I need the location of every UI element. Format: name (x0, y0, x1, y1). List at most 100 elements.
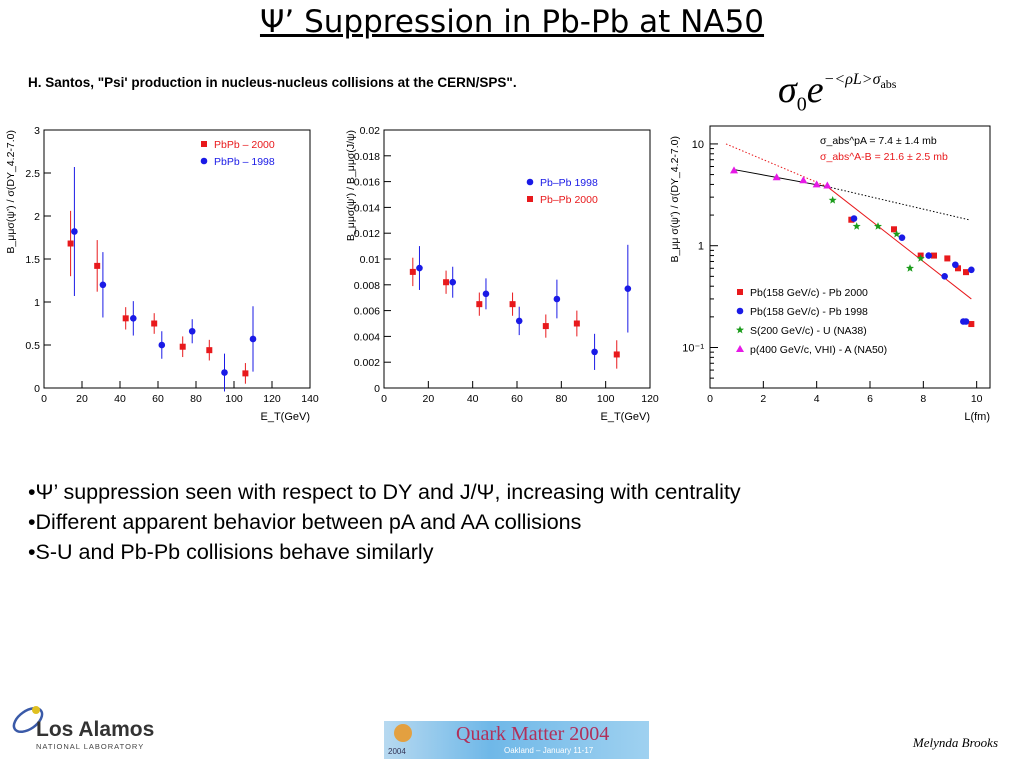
reference-text: H. Santos, "Psi' production in nucleus-n… (28, 75, 517, 90)
data-point (206, 347, 213, 354)
data-point (968, 266, 975, 274)
y-tick-label: 10 (692, 139, 704, 151)
data-point (799, 176, 808, 184)
x-tick-label: 10 (971, 393, 983, 405)
x-tick-label: 80 (555, 393, 567, 405)
data-point (515, 317, 523, 325)
data-point (898, 234, 906, 241)
data-point (476, 301, 483, 308)
x-axis-label: L(fm) (964, 411, 990, 423)
data-point (962, 318, 970, 325)
x-tick-label: 0 (41, 393, 47, 405)
data-point (737, 289, 743, 295)
x-tick-label: 60 (152, 393, 164, 405)
x-tick-label: 20 (76, 393, 88, 405)
y-tick-label: 1 (34, 297, 40, 309)
banner-sun-icon (394, 724, 412, 742)
formula-exponent: −<ρL>σ (823, 71, 881, 89)
data-point (812, 180, 821, 188)
legend-label: Pb(158 GeV/c) - Pb 2000 (750, 287, 868, 299)
data-point (416, 264, 423, 272)
quark-matter-banner: 2004 Quark Matter 2004 Oakland – January… (384, 721, 649, 759)
bullet-list: •Ψ’ suppression seen with respect to DY … (28, 477, 741, 567)
y-axis-label: B_μμσ(ψ’) / B_μμσ(J/ψ) (345, 130, 357, 241)
data-point (916, 254, 925, 262)
data-point (906, 264, 914, 272)
los-alamos-emblem-icon (12, 706, 44, 734)
data-point (968, 321, 975, 328)
y-axis-label: B_μμσ(ψ’) / σ(DY_4.2-7.0) (5, 130, 17, 254)
data-point (931, 252, 937, 259)
los-alamos-logo: Los Alamos NATIONAL LABORATORY (6, 696, 156, 752)
legend-label: Pb(158 GeV/c) - Pb 1998 (750, 306, 868, 318)
y-tick-label: 0.002 (354, 357, 380, 369)
chart-psi-dy-vs-l: 0 2 4 6 8 10 10 1 10⁻¹ L(fm) B_μμ σ(ψ’) / σ(DY_4.2… (669, 125, 991, 423)
x-tick-label: 80 (190, 393, 202, 405)
x-tick-label: 100 (225, 393, 243, 405)
x-axis-label: E_T(GeV) (260, 411, 310, 423)
x-tick-label: 40 (114, 393, 126, 405)
x-tick-label: 140 (301, 393, 319, 405)
plot-frame (709, 125, 991, 389)
plot-frame (383, 129, 651, 389)
plot-frame (43, 129, 311, 389)
x-tick-label: 120 (641, 393, 659, 405)
x-tick-label: 40 (467, 393, 479, 405)
y-tick-label: 0.02 (360, 125, 381, 137)
banner-year: 2004 (388, 747, 406, 756)
y-tick-label: 2 (34, 211, 40, 223)
y-tick-label: 3 (34, 125, 40, 137)
y-tick-label: 0.018 (354, 151, 380, 163)
slide-title: Ψ’ Suppression in Pb-Pb at NA50 (259, 4, 765, 40)
legend-label: S(200 GeV/c) - U (NA38) (750, 325, 867, 337)
data-point (249, 335, 257, 343)
x-tick-label: 2 (760, 393, 766, 405)
data-point (179, 343, 186, 350)
fit-line (733, 169, 828, 188)
data-point (736, 307, 744, 315)
data-point (772, 173, 781, 181)
data-point (730, 166, 738, 174)
author-name: Melynda Brooks (912, 735, 998, 750)
x-tick-label: 60 (511, 393, 523, 405)
y-tick-label: 10⁻¹ (682, 342, 704, 354)
formula-sigma-sub: 0 (796, 93, 807, 116)
data-point (122, 315, 129, 322)
data-point (242, 370, 249, 377)
y-tick-label: 0 (34, 383, 40, 395)
data-point (509, 301, 516, 308)
data-point (221, 369, 228, 376)
banner-title: Quark Matter 2004 (456, 723, 610, 745)
data-point (573, 320, 580, 327)
data-point (952, 261, 959, 269)
data-point (151, 320, 158, 327)
data-point (941, 273, 948, 280)
data-point (736, 325, 744, 334)
data-point (591, 348, 598, 356)
y-tick-label: 2.5 (25, 168, 40, 180)
y-tick-label: 0.008 (354, 280, 380, 292)
y-tick-label: 1 (698, 241, 704, 253)
x-tick-label: 100 (597, 393, 615, 405)
data-point (94, 262, 101, 269)
x-tick-label: 120 (263, 393, 281, 405)
logo-name: Los Alamos (36, 718, 155, 741)
data-point (200, 157, 208, 165)
formula-sigma: σ (778, 69, 797, 111)
y-tick-label: 0.004 (354, 331, 380, 343)
data-point (527, 196, 533, 202)
legend-label: Pb–Pb 2000 (540, 194, 598, 206)
data-point (67, 240, 74, 247)
y-tick-label: 0.014 (354, 202, 380, 214)
fit-annotation: σ_abs^pA = 7.4 ± 1.4 mb (820, 135, 937, 147)
data-point (71, 228, 78, 235)
data-point (828, 196, 837, 204)
data-point (891, 226, 897, 233)
x-tick-label: 8 (920, 393, 926, 405)
data-point (188, 327, 196, 335)
formula-e: e (806, 69, 824, 111)
y-tick-label: 0 (374, 383, 380, 395)
data-point (99, 281, 107, 289)
fit-annotation: σ_abs^A-B = 21.6 ± 2.5 mb (820, 151, 948, 163)
data-point (526, 178, 534, 186)
